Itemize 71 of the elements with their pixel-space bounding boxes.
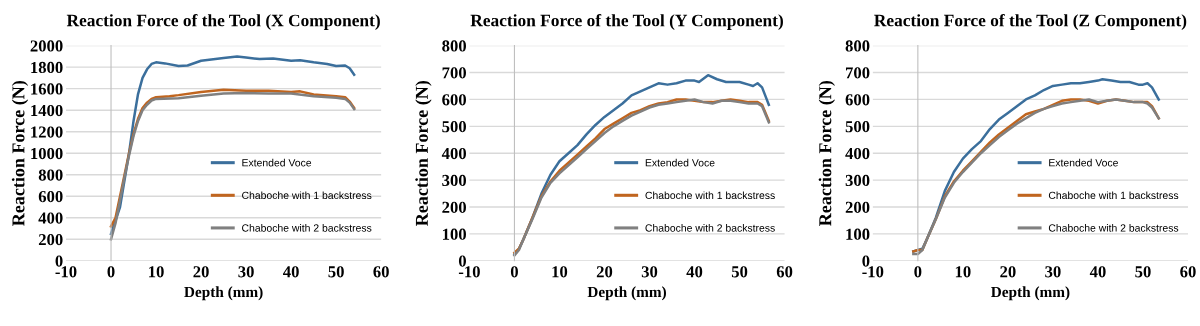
legend-label: Chaboche with 2 backstress (242, 224, 372, 232)
y-tick-label: 2000 (30, 40, 63, 52)
x-tick-label: 40 (283, 266, 299, 278)
chart-title: Reaction Force of the Tool (X Component) (66, 13, 380, 30)
legend-label: Chaboche with 2 backstress (645, 224, 775, 232)
y-tick-label: 1800 (31, 61, 63, 74)
x-tick-label: 30 (238, 266, 254, 278)
y-tick-label: 100 (846, 228, 870, 240)
x-tick-label: 30 (1045, 266, 1061, 278)
legend-label: Chaboche with 1 backstress (645, 191, 775, 200)
x-tick-label: 0 (510, 266, 518, 278)
legend-label: Extended Voce (645, 158, 715, 167)
y-tick-label: 400 (38, 212, 63, 224)
x-tick-label: 20 (1000, 266, 1016, 278)
x-tick-label: 0 (914, 266, 922, 278)
y-tick-label: 300 (845, 174, 870, 187)
x-tick-label: -10 (862, 266, 884, 278)
x-tick-label: 20 (193, 266, 209, 278)
x-axis-title: Depth (mm) (991, 286, 1070, 301)
x-tick-label: 40 (1089, 266, 1106, 278)
x-tick-label: 20 (596, 266, 613, 278)
y-tick-label: 1000 (31, 147, 63, 160)
chart-title: Reaction Force of the Tool (Z Component) (874, 13, 1187, 30)
x-tick-label: 60 (1180, 266, 1196, 278)
y-tick-label: 400 (441, 147, 466, 160)
y-tick-label: 500 (442, 121, 466, 133)
chart-title: Reaction Force of the Tool (Y Component) (470, 13, 783, 30)
y-tick-label: 700 (846, 67, 870, 79)
x-tick-label: 0 (107, 266, 115, 278)
x-tick-label: 10 (955, 266, 971, 278)
y-tick-label: 600 (38, 190, 63, 203)
y-tick-label: 1200 (31, 126, 63, 138)
x-tick-label: 60 (373, 266, 389, 278)
x-axis-title: Depth (mm) (587, 286, 666, 301)
x-tick-label: 50 (731, 266, 748, 278)
x-tick-label: -10 (458, 266, 480, 278)
y-tick-label: 1600 (31, 83, 63, 95)
x-tick-label: 50 (1135, 266, 1151, 278)
x-tick-label: 30 (641, 266, 658, 278)
y-tick-label: 300 (442, 174, 466, 187)
legend-label: Extended Voce (1049, 158, 1118, 167)
y-tick-label: 800 (845, 40, 870, 52)
y-tick-label: 600 (442, 94, 466, 106)
x-tick-label: 40 (686, 266, 703, 278)
x-tick-label: 10 (149, 266, 164, 278)
x-tick-label: -10 (55, 266, 77, 278)
x-tick-label: 10 (552, 266, 568, 278)
legend-label: Chaboche with 1 backstress (242, 191, 372, 200)
y-axis-title: Reaction Force (N) (415, 80, 432, 226)
x-axis-title: Depth (mm) (184, 286, 263, 301)
y-tick-label: 800 (38, 169, 63, 181)
y-tick-label: 700 (442, 67, 466, 79)
y-axis-title: Reaction Force (N) (818, 80, 836, 226)
y-axis-title: Reaction Force (N) (11, 80, 29, 226)
x-tick-label: 50 (328, 266, 344, 278)
legend-label: Extended Voce (242, 158, 312, 167)
y-tick-label: 0 (55, 255, 63, 267)
y-tick-label: 400 (845, 147, 870, 160)
y-tick-label: 0 (458, 255, 466, 267)
y-tick-label: 200 (38, 233, 63, 246)
legend-label: Chaboche with 1 backstress (1048, 191, 1179, 200)
y-tick-label: 100 (442, 228, 466, 240)
y-tick-label: 800 (442, 40, 466, 52)
legend-label: Chaboche with 2 backstress (1048, 224, 1179, 232)
y-tick-label: 600 (845, 94, 870, 106)
y-tick-label: 200 (845, 201, 870, 213)
x-tick-label: 60 (776, 266, 793, 278)
y-tick-label: 1400 (31, 104, 63, 117)
y-tick-label: 500 (845, 121, 870, 133)
y-tick-label: 200 (442, 201, 466, 213)
y-tick-label: 0 (862, 255, 870, 267)
